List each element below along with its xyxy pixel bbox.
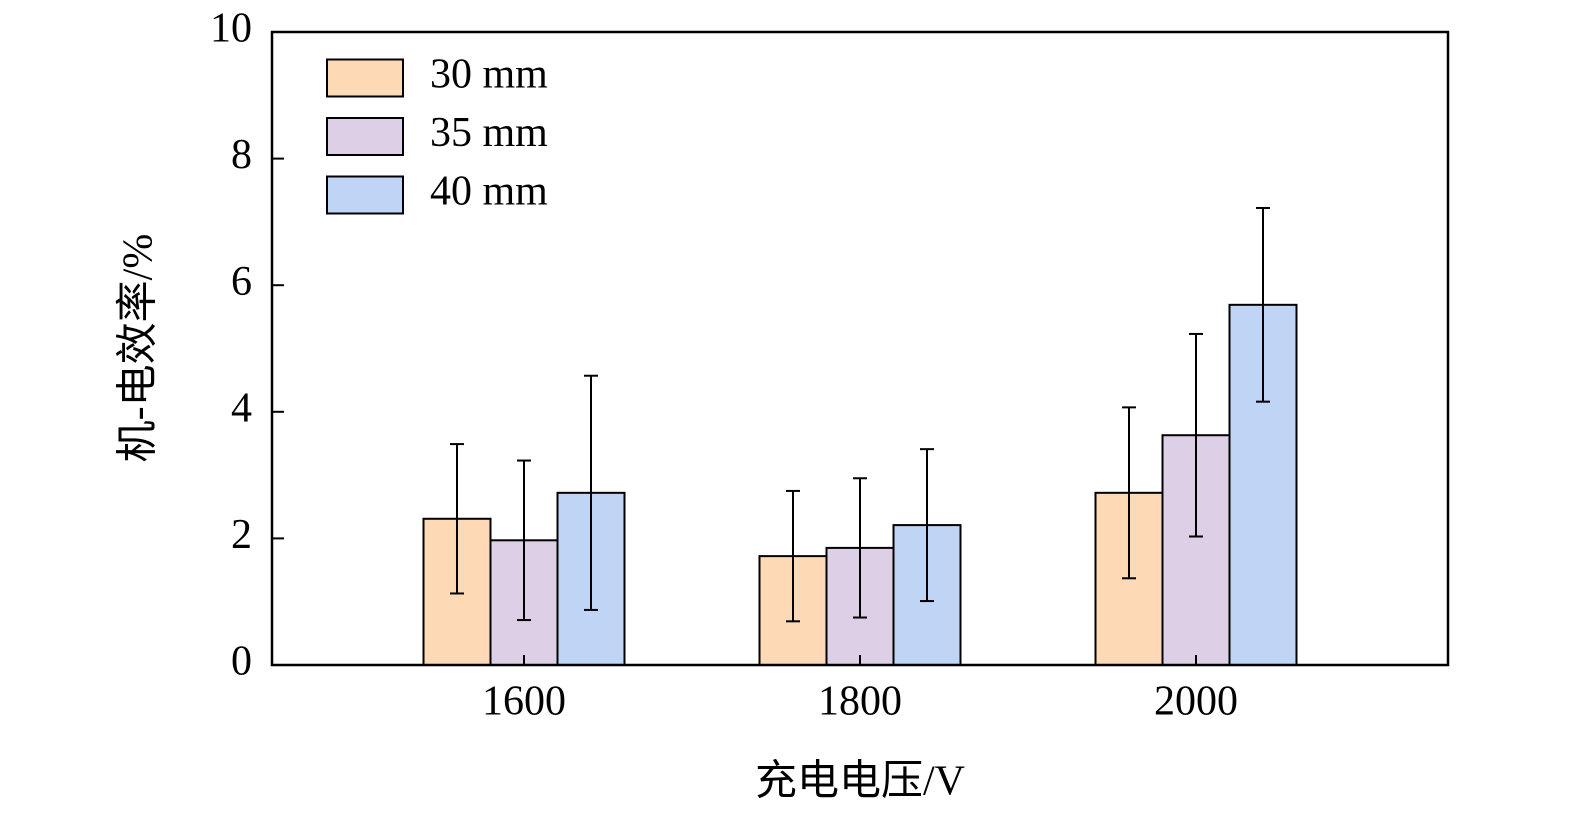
legend-swatch bbox=[326, 58, 404, 98]
x-axis-title: 充电电压/V bbox=[755, 759, 965, 805]
legend-label: 35 mm bbox=[430, 110, 548, 156]
legend-label: 30 mm bbox=[430, 52, 548, 98]
legend-swatch bbox=[326, 175, 404, 215]
y-tick-label: 8 bbox=[231, 132, 252, 178]
y-tick-label: 2 bbox=[231, 512, 252, 558]
y-axis-title: 机-电效率/% bbox=[115, 234, 162, 463]
y-tick-label: 10 bbox=[210, 6, 252, 52]
x-tick-label: 2000 bbox=[1154, 679, 1238, 725]
y-tick-label: 6 bbox=[231, 259, 252, 305]
x-tick-label: 1800 bbox=[818, 679, 902, 725]
legend-label: 40 mm bbox=[430, 169, 548, 215]
y-tick-label: 0 bbox=[231, 639, 252, 685]
y-tick-label: 4 bbox=[231, 385, 252, 431]
legend-swatch bbox=[326, 117, 404, 156]
x-tick-label: 1600 bbox=[482, 679, 566, 725]
